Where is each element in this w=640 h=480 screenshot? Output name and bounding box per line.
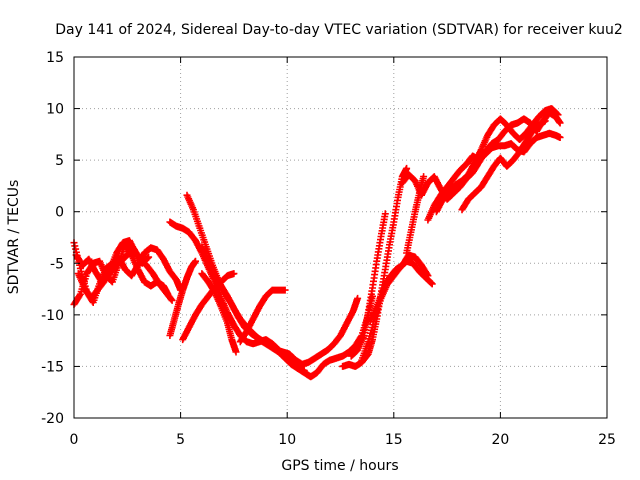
x-tick-label: 0 xyxy=(70,432,79,448)
plus-markers xyxy=(198,270,240,356)
series-track-8 xyxy=(166,257,199,339)
y-axis-label: SDTVAR / TECUs xyxy=(6,180,22,295)
series-track-19 xyxy=(432,105,562,216)
y-tick-label: -20 xyxy=(41,411,64,427)
x-tick-label: 20 xyxy=(491,432,509,448)
grid xyxy=(74,57,607,418)
series-track-20 xyxy=(458,117,549,214)
x-tick-label: 25 xyxy=(598,432,616,448)
y-tick-label: -15 xyxy=(41,359,64,375)
plus-markers xyxy=(166,257,199,339)
plus-markers xyxy=(166,218,376,381)
x-tick-label: 5 xyxy=(176,432,185,448)
plus-markers xyxy=(424,129,564,224)
plot-frame xyxy=(73,56,608,419)
y-tick-label: 5 xyxy=(55,153,64,169)
series-track-10 xyxy=(198,270,240,356)
series-track-13 xyxy=(347,210,389,360)
chart-title: Day 141 of 2024, Sidereal Day-to-day VTE… xyxy=(55,22,623,38)
plus-markers xyxy=(347,210,389,360)
plus-markers xyxy=(432,105,562,216)
y-tick-label: -5 xyxy=(50,256,64,272)
plus-markers xyxy=(458,117,549,214)
data-markers xyxy=(70,105,564,381)
series-track-11 xyxy=(236,286,289,346)
series-track-15 xyxy=(366,251,432,325)
x-tick-label: 15 xyxy=(385,432,403,448)
plus-markers xyxy=(74,237,153,302)
y-tick-label: -10 xyxy=(41,308,64,324)
plus-markers xyxy=(366,251,432,325)
series-track-18 xyxy=(424,129,564,224)
x-tick-label: 10 xyxy=(278,432,296,448)
x-axis: 0 5 10 15 20 25 xyxy=(70,57,616,448)
series-track-5 xyxy=(166,218,376,381)
x-axis-label: GPS time / hours xyxy=(281,458,398,474)
y-tick-label: 15 xyxy=(46,50,64,66)
y-axis: -20 -15 -10 -5 0 5 10 15 xyxy=(41,50,607,427)
y-tick-label: 0 xyxy=(55,205,64,221)
plus-markers xyxy=(236,286,289,346)
series-track-4 xyxy=(74,237,153,302)
y-tick-label: 10 xyxy=(46,102,64,118)
